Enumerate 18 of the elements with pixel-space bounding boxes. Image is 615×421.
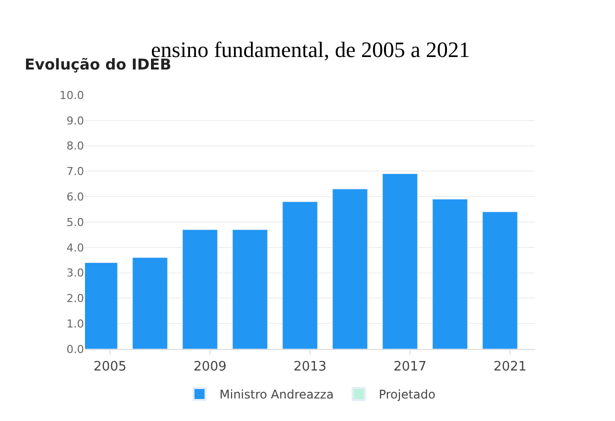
x-tick-label: 2013	[293, 360, 327, 375]
y-tick-label: 10.0	[60, 88, 84, 102]
y-tick-label: 4.0	[66, 241, 84, 254]
y-tick-label: 6.0	[66, 190, 84, 204]
x-tick-label: 2017	[393, 360, 427, 375]
x-tick-label: 2009	[193, 360, 227, 375]
y-tick-label: 0.0	[66, 342, 84, 356]
y-tick-label: 9.0	[66, 114, 84, 128]
y-tick-label: 8.0	[66, 140, 84, 153]
y-tick-label: 2.0	[66, 292, 84, 306]
y-tick-label: 7.0	[66, 165, 84, 178]
x-tick-label: 2005	[93, 360, 127, 375]
y-tick-label: 1.0	[66, 317, 84, 330]
legend-label: Ministro Andreazza	[220, 388, 334, 402]
legend-label: Projetado	[378, 388, 436, 402]
y-tick-label: 3.0	[66, 266, 84, 280]
y-tick-label: 5.0	[66, 216, 84, 229]
x-tick-label: 2021	[493, 360, 527, 375]
